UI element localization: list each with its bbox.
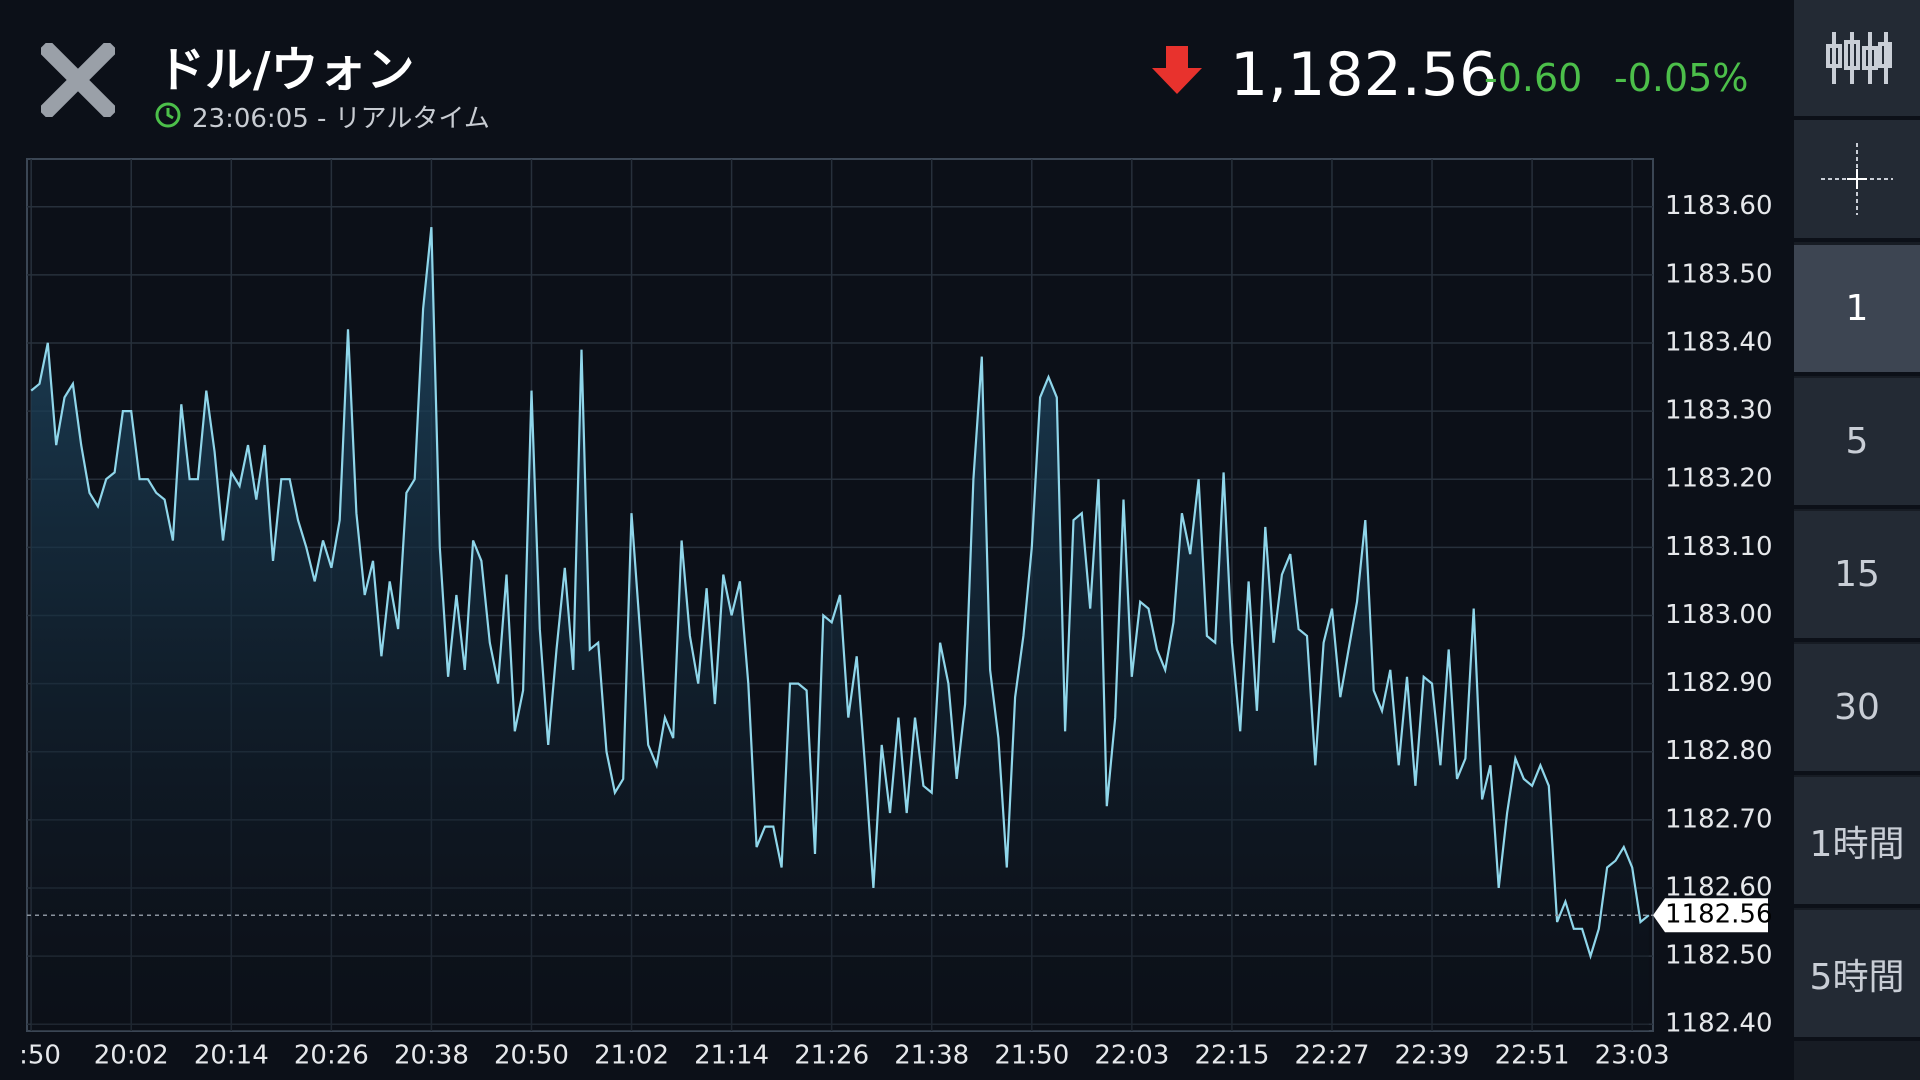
update-time: 23:06:05 - リアルタイム (192, 104, 490, 134)
x-tick-label: 20:14 (194, 1041, 269, 1071)
interval-button[interactable]: 5時間 (1794, 910, 1920, 1041)
change: -0.60 (1484, 56, 1583, 100)
y-tick-label: 1182.50 (1665, 941, 1773, 971)
interval-button[interactable]: 1時間 (1794, 777, 1920, 908)
x-tick-label: 21:38 (894, 1041, 969, 1071)
x-tick-label: 22:03 (1094, 1041, 1169, 1071)
x-tick-label: 22:27 (1295, 1041, 1370, 1071)
interval-button[interactable]: 15 (1794, 511, 1920, 642)
change-percent: -0.05% (1614, 56, 1749, 100)
interval-button[interactable]: 1 (1794, 245, 1920, 376)
x-tick-label: 23:03 (1595, 1041, 1670, 1071)
y-tick-label: 1182.70 (1665, 804, 1773, 834)
x-tick-label: 21:26 (794, 1041, 869, 1071)
y-tick-label: 1182.90 (1665, 668, 1773, 698)
sidebar: 1 5 15 30 1時間 5時間 (1794, 0, 1920, 1080)
y-tick-label: 1183.40 (1665, 327, 1773, 357)
crosshair-icon (1821, 143, 1893, 215)
y-tick-label: 1183.00 (1665, 600, 1773, 630)
current-price-tag (1653, 898, 1768, 933)
close-button[interactable] (41, 43, 115, 117)
x-tick-label: 20:02 (94, 1041, 169, 1071)
y-tick-label: 1183.30 (1665, 396, 1773, 426)
x-tick-label: :50 (19, 1041, 61, 1071)
x-tick-label: 22:15 (1194, 1041, 1269, 1071)
y-tick-label: 1183.20 (1665, 464, 1773, 494)
y-tick-label: 1183.60 (1665, 191, 1773, 221)
x-tick-label: 21:14 (694, 1041, 769, 1071)
y-tick-label: 1183.10 (1665, 532, 1773, 562)
x-tick-label: 21:50 (994, 1041, 1069, 1071)
price: 1,182.56 (1230, 40, 1498, 110)
current-price-label: 1182.56 (1665, 900, 1773, 930)
clock-icon (155, 102, 181, 128)
x-tick-label: 20:26 (294, 1041, 369, 1071)
interval-button[interactable]: 30 (1794, 644, 1920, 775)
interval-button[interactable]: 5 (1794, 378, 1920, 509)
y-tick-label: 1182.80 (1665, 736, 1773, 766)
chart-type-button[interactable] (1794, 0, 1920, 120)
x-tick-label: 20:50 (494, 1041, 569, 1071)
y-tick-label: 1183.50 (1665, 259, 1773, 289)
price-line (30, 226, 1650, 960)
x-tick-label: 20:38 (394, 1041, 469, 1071)
y-tick-label: 1182.40 (1665, 1009, 1773, 1039)
x-tick-label: 22:51 (1495, 1041, 1570, 1071)
down-arrow (1152, 46, 1202, 94)
x-tick-label: 21:02 (594, 1041, 669, 1071)
x-tick-label: 22:39 (1395, 1041, 1470, 1071)
candle-icon (1826, 32, 1892, 84)
y-tick-label: 1182.60 (1665, 872, 1773, 902)
pair-title: ドル/ウォン (157, 42, 415, 98)
crosshair-button[interactable] (1794, 120, 1920, 242)
chart: 1182.40 1182.50 1182.60 1182.70 1182.80 1182.… (19, 158, 1773, 1071)
